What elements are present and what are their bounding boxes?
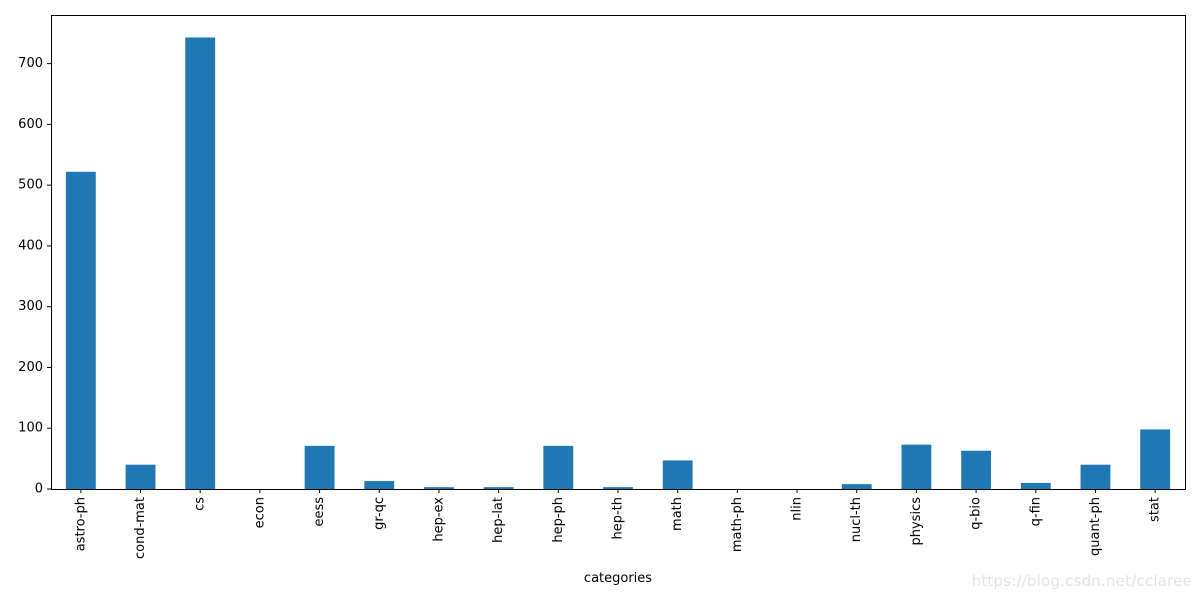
x-tick-label: cs xyxy=(193,497,208,511)
y-axis: 0 100 200 300 400 500 600 700 xyxy=(18,56,51,497)
bar-math xyxy=(662,460,693,489)
x-tick-label: hep-lat xyxy=(491,497,506,543)
x-tick-label: hep-th xyxy=(611,497,626,540)
y-tick-label: 300 xyxy=(18,299,43,314)
x-tick-label: math xyxy=(670,497,685,531)
x-tick-label: nlin xyxy=(790,497,805,521)
bar-q-fin xyxy=(1020,482,1051,489)
bar-cs xyxy=(185,37,216,489)
y-tick-label: 100 xyxy=(18,421,43,436)
bar-q-bio xyxy=(961,450,992,489)
x-tick-label: econ xyxy=(252,497,267,528)
bar-stat xyxy=(1140,429,1171,489)
x-tick-label: math-ph xyxy=(730,497,745,552)
x-tick-label: nucl-th xyxy=(849,497,864,542)
x-axis-title: categories xyxy=(584,571,652,586)
plot-frame xyxy=(51,15,1186,490)
x-tick-label: stat xyxy=(1148,497,1163,522)
bar-cond-mat xyxy=(125,464,156,489)
x-tick-label: astro-ph xyxy=(73,497,88,551)
watermark-text: https://blog.csdn.net/cclaree xyxy=(971,572,1192,590)
bar-hep-th xyxy=(603,487,633,489)
bar-hep-ph xyxy=(543,445,574,489)
x-tick-label: q-bio xyxy=(969,497,984,530)
bar-physics xyxy=(901,444,932,489)
bar-hep-lat xyxy=(483,487,514,489)
y-tick-label: 700 xyxy=(18,56,43,71)
bar-eess xyxy=(304,445,335,489)
x-tick-label: physics xyxy=(909,497,924,546)
y-tick-label: 600 xyxy=(18,117,43,132)
x-tick-label: hep-ex xyxy=(431,497,446,542)
bar-gr-qc xyxy=(364,481,395,489)
x-axis: astro-ph cond-mat cs econ eess gr-qc hep-ex hep… xyxy=(73,489,1163,559)
x-tick-label: quant-ph xyxy=(1088,497,1103,556)
bars-group xyxy=(65,37,1171,490)
y-tick-label: 0 xyxy=(35,482,43,497)
y-tick-label: 400 xyxy=(18,238,43,253)
bar-quant-ph xyxy=(1080,464,1111,489)
bar-nucl-th xyxy=(841,484,872,489)
bar-astro-ph xyxy=(65,171,96,490)
x-tick-label: eess xyxy=(312,497,327,527)
x-tick-label: hep-ph xyxy=(551,497,566,543)
y-tick-label: 200 xyxy=(18,360,43,375)
bar-hep-ex xyxy=(424,487,454,489)
x-tick-label: q-fin xyxy=(1028,497,1043,526)
y-tick-label: 500 xyxy=(18,178,43,193)
x-tick-label: cond-mat xyxy=(133,497,148,559)
x-tick-label: gr-qc xyxy=(372,497,387,530)
